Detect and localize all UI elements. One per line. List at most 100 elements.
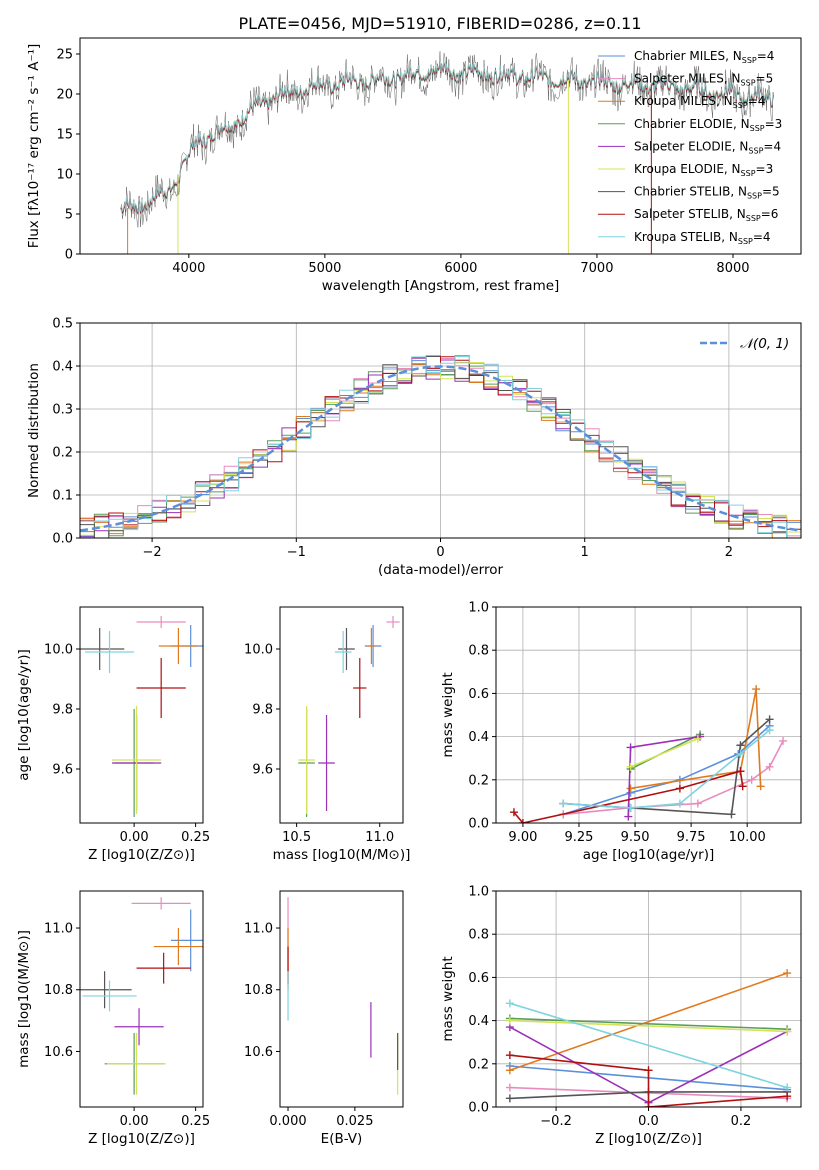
y-tick-label: 0.6 [468,971,489,986]
y-tick-label: 10 [56,168,73,183]
axes-frame [495,606,802,824]
y-tick-label: 10.6 [44,1045,73,1060]
y-tick-label: 0.4 [468,730,489,745]
y-tick-label: 0.0 [468,1101,489,1116]
chart-mass-vs-ebv: 0.000 0.025 10.6 10.8 11.0 E(B-V) [244,890,404,1147]
x-tick-label: 10.5 [282,830,311,845]
x-tick-label: 0.00 [120,830,149,845]
series-line [120,61,775,213]
legend-sub: SSP [748,146,763,155]
x-tick-label: 11.0 [365,830,394,845]
weight-marker [505,1083,514,1092]
chart-age-vs-Z: 0.00 0.25 9.6 9.8 10.0 Z [log10(Z/Z⊙)] age [lo… [16,606,210,863]
y-tick-label: 0.1 [52,489,73,504]
y-tick-label: 0.4 [468,1014,489,1029]
y-axis-label: Flux [fλ10⁻¹⁷ erg cm⁻² s⁻¹ A⁻¹] [26,44,42,249]
weight-marker [518,819,527,823]
chart-spectrum: 4000 5000 6000 7000 8000 0 5 10 15 20 25 wavelength… [26,37,802,294]
y-tick-label: 0.0 [468,817,489,832]
y-tick-label: 9.6 [252,763,273,778]
legend-tail: =4 [757,49,775,63]
y-tick-label: 10.8 [44,983,73,998]
y-tick-label: 9.8 [252,703,273,718]
x-axis-label: wavelength [Angstrom, rest frame] [322,278,560,294]
weight-marker [736,749,745,758]
histogram-step [80,356,801,538]
legend-sub: SSP [738,237,753,246]
weight-line [630,738,699,768]
weight-marker [675,784,684,793]
legend-sub: SSP [733,101,748,110]
y-tick-label: 10.8 [244,983,273,998]
x-tick-label: −2 [143,545,162,560]
legend-sub: SSP [741,169,756,178]
figure-title: PLATE=0456, MJD=51910, FIBERID=0286, z=0… [238,14,641,33]
legend-name: Kroupa ELODIE, N [634,162,741,176]
legend-tail: =4 [748,94,766,108]
y-tick-label: 0.8 [468,644,489,659]
y-tick-label: 1.0 [468,601,489,616]
weight-marker [626,784,635,793]
x-tick-label: 1 [581,545,589,560]
legend-tail: =3 [765,117,783,131]
legend-name: Chabrier MILES, N [634,49,742,63]
legend-name: Salpeter STELIB, N [634,207,746,221]
weight-marker [779,736,788,745]
weight-line [563,725,771,816]
weight-line [509,1002,788,1089]
weight-line [509,1017,788,1030]
y-tick-label: 0.2 [52,446,73,461]
weight-marker [693,799,702,808]
y-tick-label: 0 [65,248,73,263]
weight-marker [752,685,761,694]
y-axis-label: mass weight [440,956,456,1041]
legend-tail: =3 [756,162,774,176]
legend-label: 𝒩(0, 1) [740,336,789,352]
legend-sub: SSP [747,192,762,201]
y-tick-label: 0.2 [468,773,489,788]
legend-entry: Salpeter STELIB, NSSP=6 [634,207,778,223]
y-tick-label: 20 [56,88,73,103]
weight-marker [505,1094,514,1103]
weight-marker [559,799,568,808]
weight-marker [783,969,792,978]
legend-entry: Chabrier STELIB, NSSP=5 [634,185,780,201]
x-tick-label: 10.00 [729,830,766,845]
y-axis-label: mass weight [440,672,456,757]
weight-marker [783,1083,792,1092]
weight-line [509,972,788,1072]
y-tick-label: 0.5 [52,317,73,332]
weight-marker [505,999,514,1008]
legend-tail: =5 [762,185,780,199]
plot-area [80,897,203,1095]
x-axis-label: age [log10(age/yr)] [583,847,715,863]
weight-line [509,1054,788,1107]
y-axis-label: age [log10(age/yr)] [16,649,32,781]
x-tick-label: 0.25 [181,1114,210,1129]
legend-entry: Kroupa MILES, NSSP=4 [634,94,765,110]
plot-area [298,616,400,817]
legend-sub: SSP [741,79,756,88]
y-tick-label: 1.0 [468,885,489,900]
axes-frame [279,890,404,1108]
x-tick-label: 5000 [308,261,341,276]
axes-frame [79,37,802,255]
weight-marker [626,743,635,752]
x-axis-label: E(B-V) [321,1131,363,1147]
x-tick-label: −1 [287,545,306,560]
plot-area [509,685,788,823]
x-axis-label: mass [log10(M/M⊙)] [273,847,411,863]
x-axis-label: (data-model)/error [378,562,504,578]
legend-sub: SSP [742,56,757,65]
weight-marker [626,803,635,812]
chart-weight-vs-Z: −0.2 0.0 0.2 0.0 0.2 0.4 0.6 0.8 1.0 Z [log10(Z/Z… [440,885,802,1147]
plot-area [80,355,801,538]
reference-gaussian [80,365,801,532]
y-tick-label: 11.0 [44,922,73,937]
x-tick-label: 9.00 [508,830,537,845]
y-tick-label: 25 [56,48,73,63]
axes-frame [79,890,204,1108]
legend-name: Kroupa MILES, N [634,94,733,108]
y-axis-label: mass [log10(M/M⊙)] [16,930,32,1068]
